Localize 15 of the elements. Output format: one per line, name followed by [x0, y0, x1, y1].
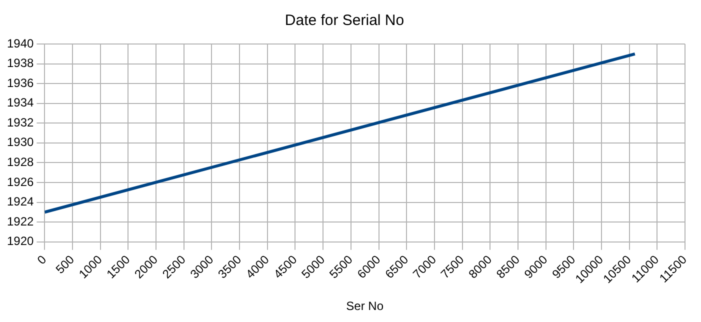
x-tick-label: 500	[52, 252, 78, 277]
x-tick-label: 0	[34, 252, 50, 268]
x-axis-title: Ser No	[346, 299, 384, 314]
y-tick-label: 1926	[6, 174, 34, 189]
chart-title: Date for Serial No	[284, 12, 404, 30]
y-tick-label: 1938	[6, 56, 34, 70]
y-tick-label: 1940	[6, 36, 34, 50]
y-tick-label: 1922	[6, 214, 34, 228]
y-tick-label: 1928	[6, 155, 34, 170]
y-tick-label: 1936	[6, 76, 34, 90]
y-tick-label: 1924	[6, 194, 34, 209]
y-tick-label: 1920	[6, 234, 34, 248]
y-tick-label: 1930	[6, 135, 34, 150]
y-tick-label: 1934	[6, 96, 34, 110]
y-tick-label: 1932	[6, 115, 34, 130]
